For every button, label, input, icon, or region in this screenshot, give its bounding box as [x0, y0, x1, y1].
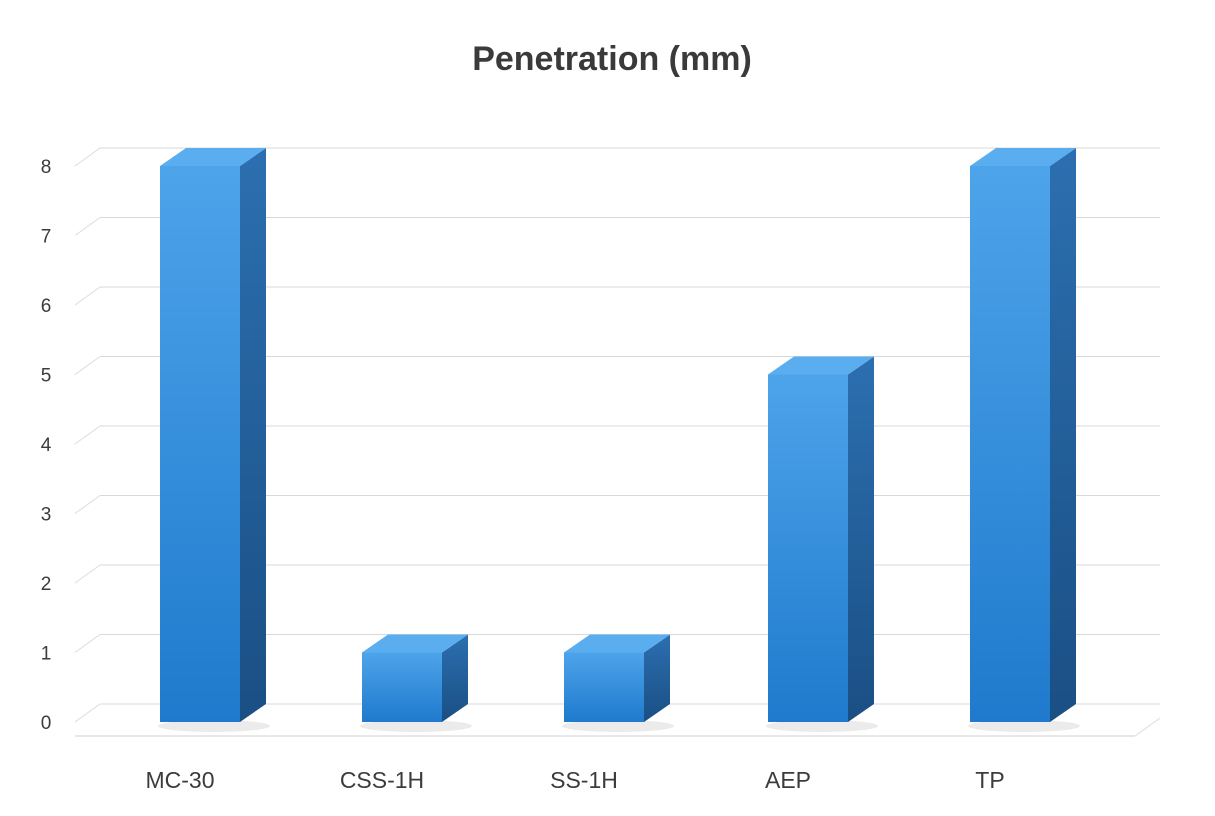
bar-top [160, 148, 266, 166]
bar-ss-1h [562, 634, 674, 732]
bar-shadow [360, 720, 472, 732]
axis-floor-side [1134, 717, 1161, 737]
bar-side [848, 356, 874, 722]
bars [158, 148, 1080, 732]
bar-shadow [766, 720, 878, 732]
bar-aep [766, 356, 878, 732]
x-category-label: AEP [765, 767, 811, 793]
bar-mc-30 [158, 148, 270, 732]
gridline-side [74, 356, 101, 375]
bar-tp [968, 148, 1080, 732]
bar-front [970, 166, 1050, 722]
bar-front [160, 166, 240, 722]
y-tick-label: 8 [41, 157, 52, 178]
bar-css-1h [360, 634, 472, 732]
gridline-side [74, 634, 101, 653]
bar-side [1050, 148, 1076, 722]
y-tick-label: 0 [41, 713, 52, 734]
gridline-side [74, 564, 101, 584]
bar-front [362, 652, 442, 722]
x-category-label: TP [975, 767, 1004, 793]
bar-shadow [968, 720, 1080, 732]
gridline-side [74, 147, 101, 167]
gridline-side [74, 217, 101, 236]
x-category-label: SS-1H [550, 767, 618, 793]
bar-front [768, 374, 848, 722]
x-category-label: CSS-1H [340, 767, 424, 793]
bar-top [362, 634, 468, 653]
y-tick-label: 5 [41, 366, 52, 387]
bar-side [644, 634, 670, 722]
y-tick-label: 7 [41, 227, 52, 248]
x-category-label: MC-30 [145, 767, 214, 793]
y-tick-label: 2 [41, 574, 52, 595]
bar-top [768, 356, 874, 375]
gridline-side [74, 425, 101, 445]
y-axis-ticks: 0 1 2 3 4 5 6 7 8 [41, 157, 52, 734]
bar-shadow [562, 720, 674, 732]
bar-side [442, 634, 468, 722]
y-tick-label: 6 [41, 296, 52, 317]
bar-front [564, 652, 644, 722]
bar-side [240, 148, 266, 722]
bar-shadow [158, 720, 270, 732]
bar-top [970, 148, 1076, 166]
y-tick-label: 1 [41, 644, 52, 665]
chart-title: Penetration (mm) [472, 40, 752, 78]
bar-top [564, 634, 670, 653]
x-axis-categories: MC-30 CSS-1H SS-1H AEP TP [145, 767, 1004, 793]
y-tick-label: 4 [41, 435, 52, 456]
gridline-side [74, 286, 101, 306]
y-tick-label: 3 [41, 505, 52, 526]
gridline-side [74, 495, 101, 514]
gridline-side [74, 703, 101, 723]
